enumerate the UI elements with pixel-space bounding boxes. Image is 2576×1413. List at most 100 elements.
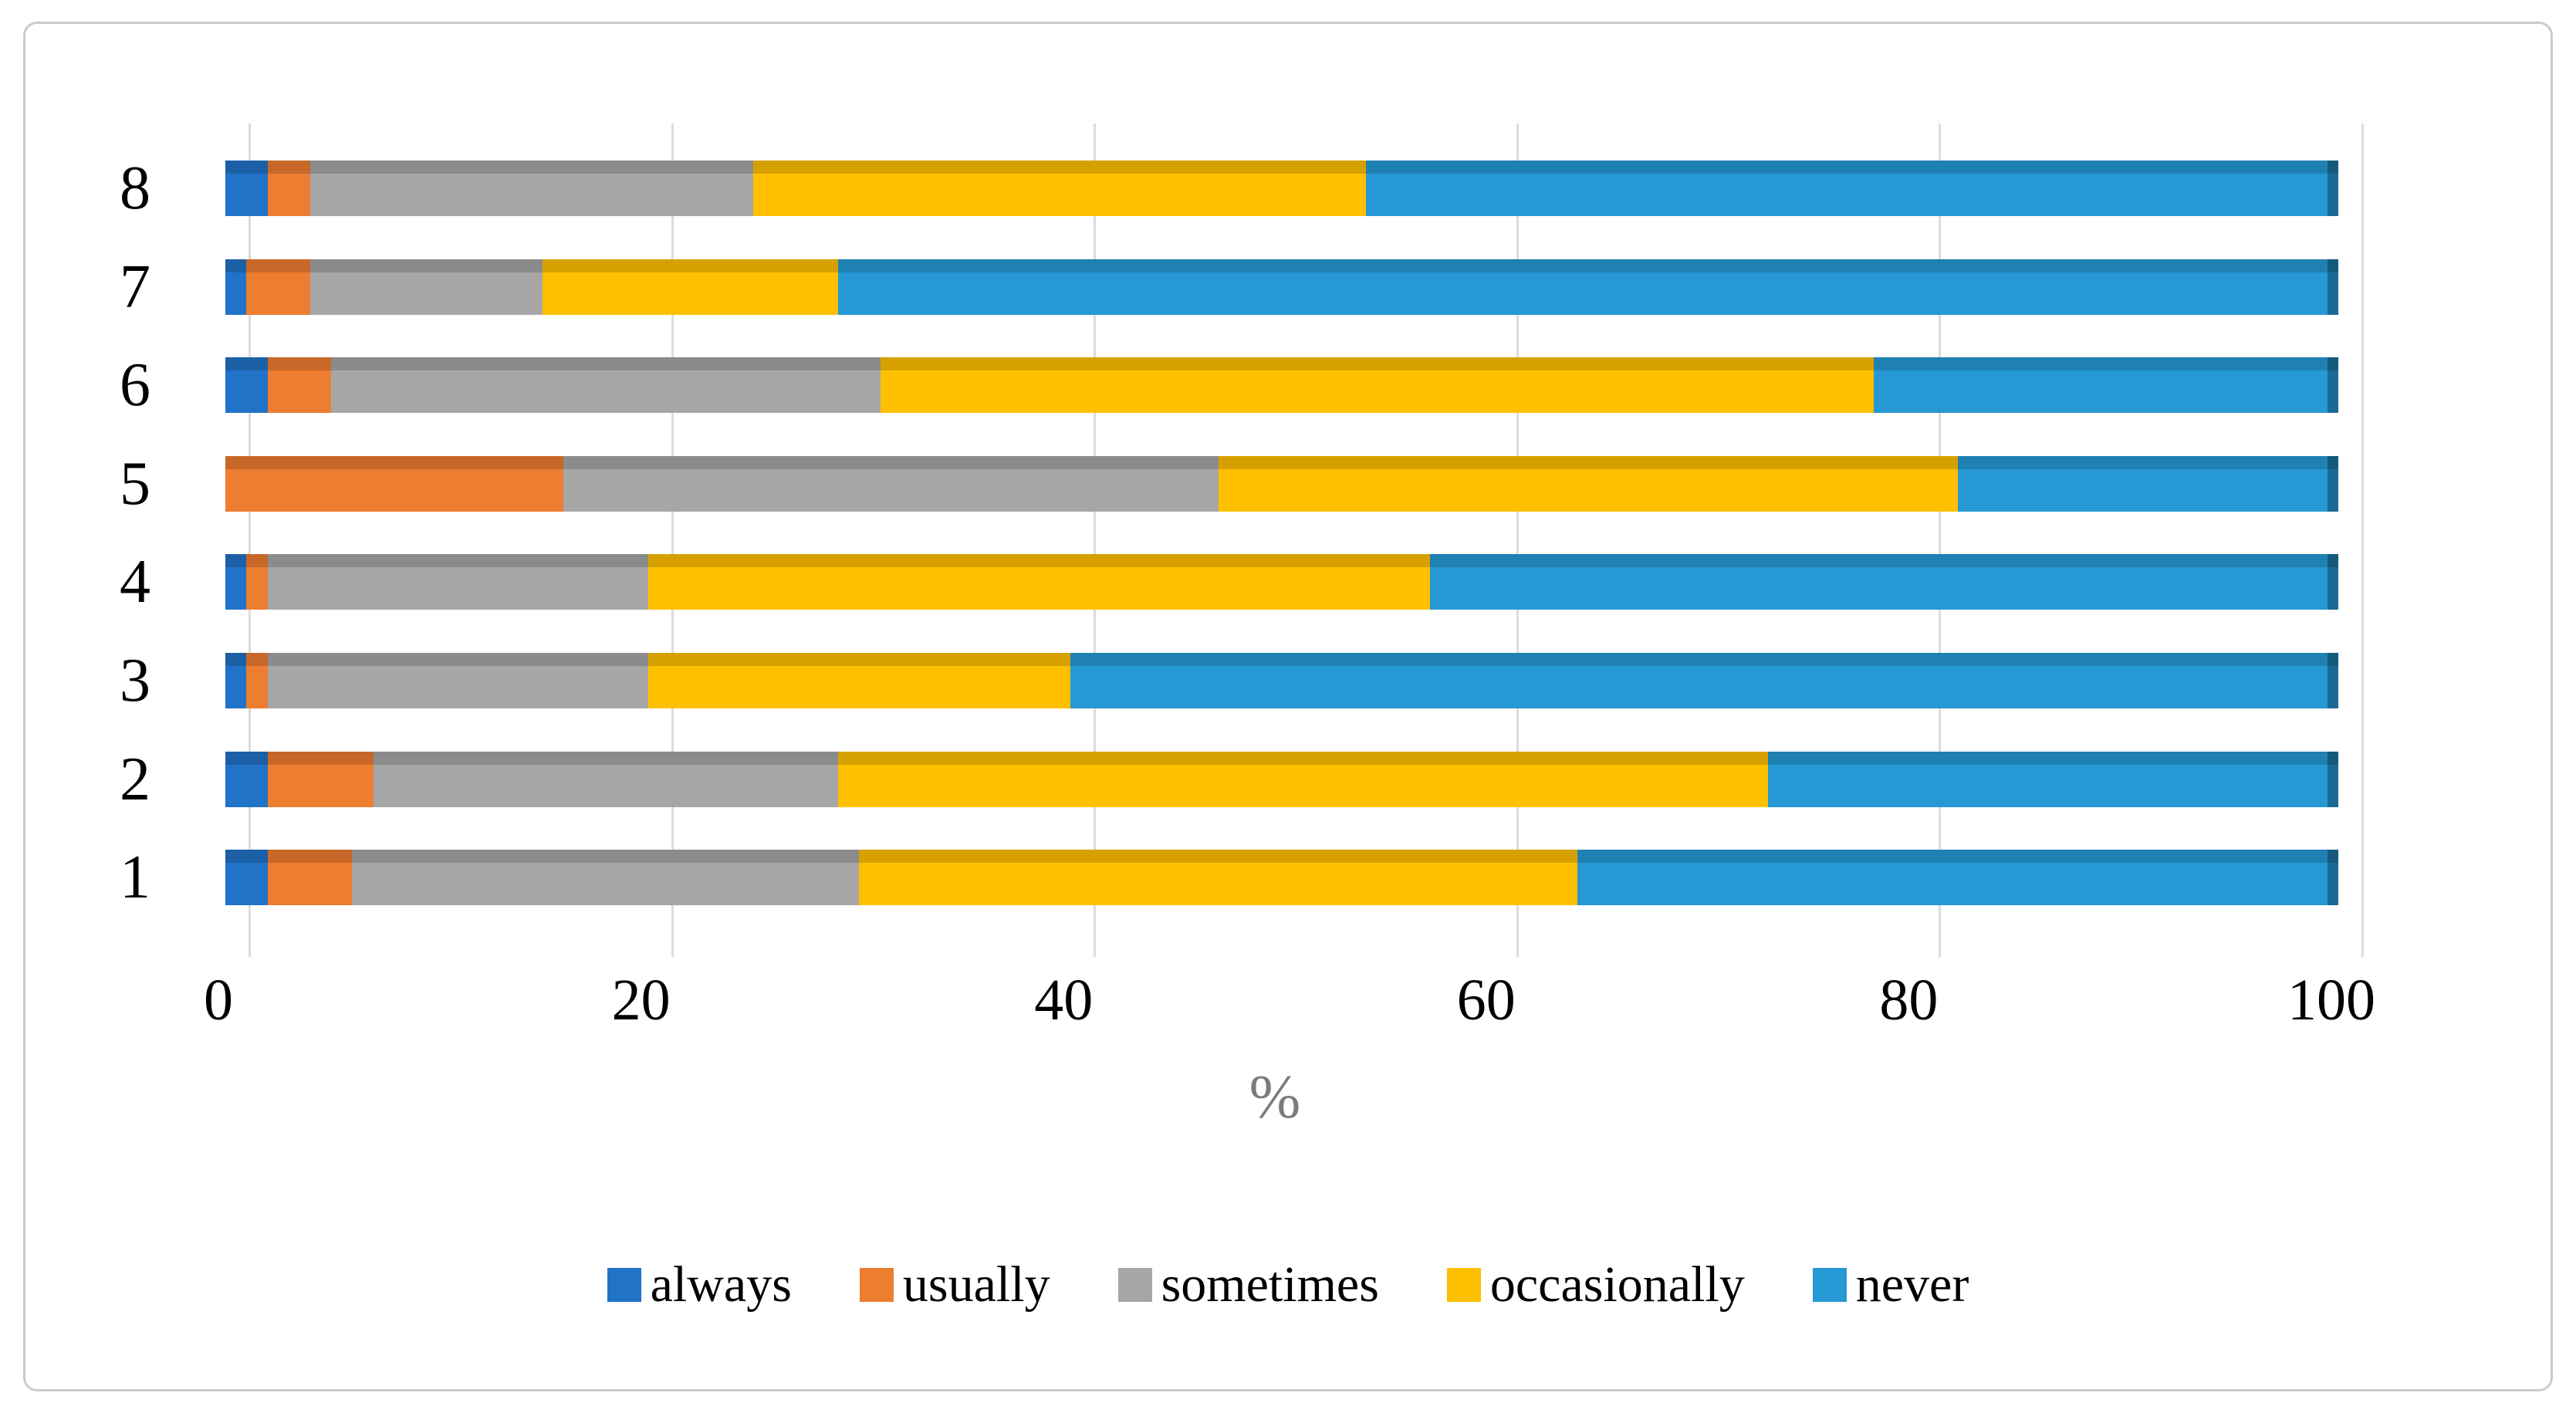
- legend-item-always: always: [607, 1259, 792, 1310]
- x-axis-title: %: [1249, 1063, 1301, 1131]
- bar-end-cap-shading: [2328, 161, 2338, 216]
- bar-segment-sometimes: [267, 653, 648, 708]
- legend-label-always: always: [650, 1256, 792, 1313]
- category-label-5: 5: [120, 449, 150, 518]
- bar-segment-usually: [267, 161, 310, 216]
- bar-segment-occasionally: [753, 161, 1367, 216]
- bar-row-7: [225, 259, 2338, 315]
- bar-end-cap-shading: [2328, 653, 2338, 708]
- category-label-2: 2: [120, 745, 150, 813]
- category-label-8: 8: [120, 154, 150, 222]
- bar-segment-usually: [267, 357, 331, 414]
- bar-segment-sometimes: [309, 161, 754, 216]
- x-tick-label-60: 60: [1456, 968, 1516, 1033]
- legend-swatch-usually: [859, 1268, 894, 1302]
- legend-item-usually: usually: [859, 1256, 1050, 1313]
- category-label-7: 7: [120, 252, 150, 321]
- bar-segment-usually: [225, 455, 564, 512]
- bar-row-5: [225, 455, 2338, 512]
- bar-top-face-shading: [225, 161, 2338, 174]
- bar-segment-never: [1429, 554, 2338, 610]
- bar-segment-sometimes: [373, 751, 838, 807]
- legend-item-occasionally: occasionally: [1446, 1256, 1745, 1313]
- bar-top-face-shading: [225, 455, 2338, 469]
- bar-top-face-shading: [225, 259, 2338, 272]
- bar-segment-usually: [267, 751, 374, 807]
- bar-segment-occasionally: [647, 554, 1430, 610]
- bar-top-face-shading: [225, 554, 2338, 568]
- bar-segment-never: [1577, 850, 2338, 906]
- category-label-6: 6: [120, 351, 150, 420]
- legend-item-sometimes: sometimes: [1117, 1256, 1379, 1313]
- bar-segment-always: [225, 751, 268, 807]
- bar-row-4: [225, 554, 2338, 610]
- category-label-3: 3: [120, 647, 150, 715]
- bar-row-8: [225, 161, 2338, 216]
- gridline-0: [248, 123, 251, 957]
- bar-segment-always: [225, 850, 268, 906]
- legend-label-occasionally: occasionally: [1489, 1256, 1745, 1313]
- bar-segment-sometimes: [267, 554, 648, 610]
- legend-label-sometimes: sometimes: [1161, 1256, 1379, 1313]
- bar-segment-usually: [267, 850, 353, 906]
- bar-end-cap-shading: [2328, 850, 2338, 906]
- legend-swatch-sometimes: [1117, 1268, 1152, 1302]
- bar-end-cap-shading: [2328, 259, 2338, 315]
- bar-segment-always: [225, 357, 268, 414]
- bar-segment-occasionally: [859, 850, 1578, 906]
- bar-segment-never: [1070, 653, 2338, 708]
- bar-segment-occasionally: [647, 653, 1071, 708]
- bar-segment-sometimes: [309, 259, 543, 315]
- gridline-60: [1516, 123, 1519, 957]
- category-label-1: 1: [120, 843, 150, 912]
- bar-top-face-shading: [225, 357, 2338, 371]
- gridline-100: [2361, 123, 2364, 957]
- bar-segment-occasionally: [838, 751, 1768, 807]
- bar-segment-usually: [246, 554, 268, 610]
- bar-row-1: [225, 850, 2338, 906]
- bar-segment-never: [1767, 751, 2338, 807]
- bar-end-cap-shading: [2328, 554, 2338, 610]
- x-tick-label-100: 100: [2287, 968, 2375, 1033]
- bar-end-cap-shading: [2328, 751, 2338, 807]
- gridline-20: [671, 123, 674, 957]
- bar-segment-never: [1366, 161, 2338, 216]
- bar-segment-always: [225, 554, 247, 610]
- gridline-80: [1939, 123, 1942, 957]
- gridline-40: [1094, 123, 1097, 957]
- bar-row-3: [225, 653, 2338, 708]
- x-tick-label-20: 20: [611, 968, 671, 1033]
- x-tick-label-80: 80: [1879, 968, 1939, 1033]
- bar-top-face-shading: [225, 751, 2338, 765]
- legend-item-never: never: [1812, 1256, 1969, 1313]
- category-label-4: 4: [120, 548, 150, 617]
- bar-segment-always: [225, 161, 268, 216]
- bar-row-6: [225, 357, 2338, 414]
- bar-segment-occasionally: [1218, 455, 1959, 512]
- bar-segment-always: [225, 653, 247, 708]
- bar-row-2: [225, 751, 2338, 807]
- bar-segment-sometimes: [563, 455, 1219, 512]
- bar-segment-never: [1873, 357, 2338, 414]
- legend-swatch-occasionally: [1446, 1268, 1481, 1302]
- bar-segment-sometimes: [330, 357, 881, 414]
- legend-swatch-always: [607, 1268, 641, 1302]
- bar-top-face-shading: [225, 653, 2338, 666]
- legend-label-usually: usually: [902, 1256, 1050, 1313]
- legend-swatch-never: [1812, 1268, 1847, 1302]
- bar-top-face-shading: [225, 850, 2338, 864]
- bar-segment-occasionally: [880, 357, 1874, 414]
- bar-segment-never: [1958, 455, 2338, 512]
- x-tick-label-0: 0: [204, 968, 233, 1033]
- legend: always usually sometimes occasionally never: [0, 1259, 2576, 1310]
- bar-segment-usually: [246, 653, 268, 708]
- bar-segment-occasionally: [542, 259, 838, 315]
- bar-segment-sometimes: [352, 850, 860, 906]
- x-tick-label-40: 40: [1034, 968, 1094, 1033]
- bar-segment-never: [837, 259, 2338, 315]
- legend-label-never: never: [1855, 1256, 1969, 1313]
- bar-end-cap-shading: [2328, 357, 2338, 414]
- bar-segment-always: [225, 259, 247, 315]
- bar-segment-usually: [246, 259, 310, 315]
